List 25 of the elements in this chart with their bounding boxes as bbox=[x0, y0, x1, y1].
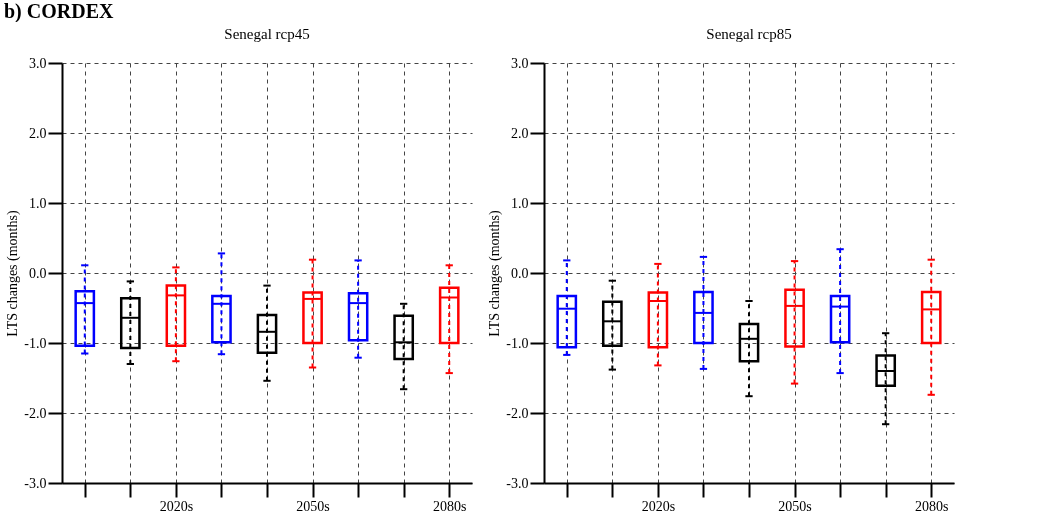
y-tick-label: 0.0 bbox=[511, 265, 529, 281]
y-tick-label: 1.0 bbox=[29, 195, 47, 211]
x-tick-label: 2020s bbox=[159, 498, 194, 514]
y-tick-label: -2.0 bbox=[24, 405, 47, 421]
y-tick-label: 1.0 bbox=[511, 195, 529, 211]
y-tick-label: 0.0 bbox=[29, 265, 47, 281]
y-tick-label: -1.0 bbox=[506, 335, 529, 351]
text: b) CORDEX bbox=[3, 0, 115, 22]
x-tick-label: 2020s bbox=[641, 498, 676, 514]
y-axis-title: LTS changes (months) bbox=[5, 210, 22, 337]
y-tick-label: -1.0 bbox=[24, 335, 47, 351]
y-tick-label: -3.0 bbox=[506, 475, 529, 491]
y-tick-label: 2.0 bbox=[29, 125, 47, 141]
y-tick-label: -3.0 bbox=[24, 475, 47, 491]
y-tick-label: 3.0 bbox=[511, 55, 529, 71]
chart-title: Senegal rcp45 bbox=[224, 26, 310, 42]
x-tick-label: 2050s bbox=[778, 498, 812, 514]
y-tick-label: 3.0 bbox=[29, 55, 47, 71]
y-tick-label: -2.0 bbox=[506, 405, 529, 421]
chart-title: Senegal rcp85 bbox=[706, 26, 792, 42]
x-tick-label: 2080s bbox=[915, 498, 949, 514]
y-axis-title: LTS changes (months) bbox=[487, 210, 504, 337]
x-tick-label: 2050s bbox=[296, 498, 330, 514]
y-tick-label: 2.0 bbox=[511, 125, 529, 141]
x-tick-label: 2080s bbox=[433, 498, 467, 514]
